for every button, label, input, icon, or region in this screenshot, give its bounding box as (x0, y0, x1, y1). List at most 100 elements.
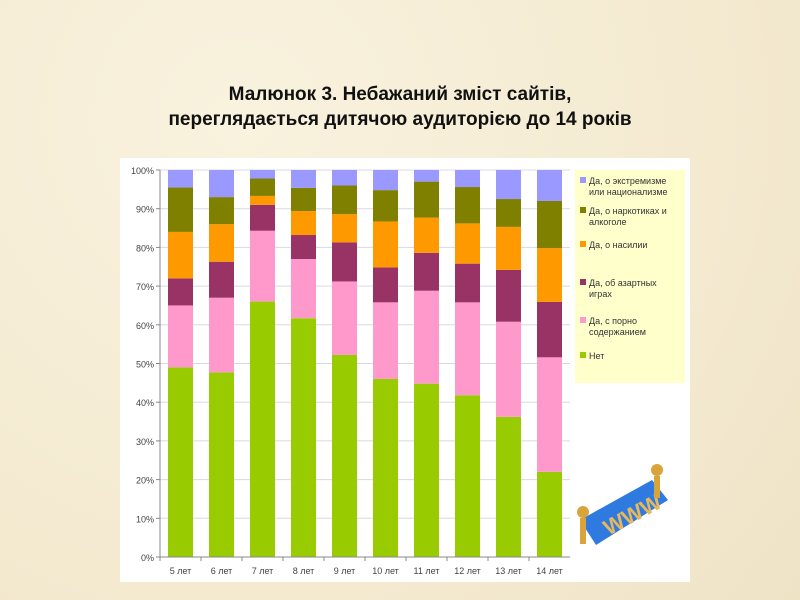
bar-segment (209, 170, 234, 198)
title-line-2: переглядається дитячою аудиторією до 14 … (168, 109, 632, 130)
y-tick-label: 70% (136, 282, 154, 292)
legend-swatch (580, 352, 586, 358)
y-tick-label: 30% (136, 437, 154, 447)
bar-segment (250, 170, 275, 179)
bar-segment (414, 217, 439, 253)
y-tick-label: 20% (136, 476, 154, 486)
legend-swatch (580, 177, 586, 183)
bar-segment (414, 181, 439, 218)
legend-label: Да, с порно (589, 316, 637, 326)
title-line-1: Малюнок 3. Небажаний зміст сайтів, (228, 84, 572, 105)
bar-segment (455, 170, 480, 188)
bar-segment (373, 302, 398, 379)
bar-segment (537, 200, 562, 249)
y-tick-label: 60% (136, 321, 154, 331)
legend-label: содержанием (589, 327, 646, 337)
bar-segment (414, 383, 439, 557)
bar-segment (373, 378, 398, 557)
x-tick-label: 5 лет (170, 566, 192, 576)
bar-segment (168, 367, 193, 557)
x-tick-label: 8 лет (293, 566, 315, 576)
y-tick-label: 50% (136, 360, 154, 370)
x-tick-label: 13 лет (495, 566, 522, 576)
x-tick-label: 7 лет (252, 566, 274, 576)
legend-swatch (580, 207, 586, 213)
bar-segment (537, 248, 562, 302)
bar-segment (209, 261, 234, 298)
y-tick-label: 100% (131, 166, 154, 176)
bar-segment (455, 302, 480, 396)
bar-segment (168, 278, 193, 306)
bar-segment (209, 224, 234, 262)
legend-label: Да, об азартных (589, 278, 657, 288)
bar-segment (496, 170, 521, 200)
bar-segment (373, 221, 398, 268)
bar-segment (209, 372, 234, 557)
x-tick-label: 11 лет (414, 566, 440, 576)
legend-swatch (580, 317, 586, 323)
bar-segment (455, 223, 480, 264)
bar-segment (168, 305, 193, 368)
x-tick-label: 10 лет (372, 566, 399, 576)
y-tick-label: 80% (136, 243, 154, 253)
legend-swatch (580, 241, 586, 247)
bar-segment (291, 259, 316, 319)
x-tick-label: 9 лет (334, 566, 356, 576)
y-tick-label: 0% (141, 553, 154, 563)
legend-label: играх (589, 289, 612, 299)
bar-segment (537, 357, 562, 472)
bar-segment (250, 195, 275, 205)
bar-segment (496, 199, 521, 227)
bar-segment (291, 318, 316, 557)
y-tick-label: 90% (136, 205, 154, 215)
bar-segment (291, 235, 316, 260)
bar-segment (168, 187, 193, 232)
bar-segment (332, 281, 357, 355)
bar-segment (496, 226, 521, 270)
bar-segment (168, 170, 193, 188)
legend-label: или национализме (589, 187, 668, 197)
bar-segment (455, 395, 480, 557)
bar-segment (332, 185, 357, 215)
bar-segment (291, 211, 316, 236)
legend-label: Нет (589, 351, 604, 361)
legend-swatch (580, 279, 586, 285)
bar-segment (168, 231, 193, 279)
bar-segment (250, 301, 275, 557)
x-tick-label: 14 лет (536, 566, 563, 576)
bar-segment (291, 187, 316, 212)
bar-segment (414, 290, 439, 384)
bar-segment (332, 242, 357, 282)
bar-segment (209, 197, 234, 225)
legend-label: Да, о насилии (589, 240, 647, 250)
bar-segment (332, 354, 357, 557)
plot-area: 0% 10% 20% 30% 40% 50% 60% 70% 80% 90% 100% 5 лет 6 … (131, 166, 570, 576)
bar-segment (537, 170, 562, 201)
bar-segment (537, 471, 562, 557)
bar-segment (250, 230, 275, 302)
bar-segment (373, 170, 398, 191)
bar-segment (496, 269, 521, 322)
bar-segment (496, 416, 521, 557)
bar-segment (332, 170, 357, 186)
bar-segment (250, 204, 275, 231)
slide-title: Малюнок 3. Небажаний зміст сайтів, перег… (0, 82, 800, 132)
bar-segment (414, 252, 439, 291)
legend-box (575, 170, 685, 383)
www-clipart: WWW (577, 464, 668, 545)
x-tick-label: 6 лет (211, 566, 233, 576)
x-tick-label: 12 лет (454, 566, 481, 576)
bar-segment (291, 170, 316, 188)
legend-label: Да, о наркотиках и (589, 206, 667, 216)
bar-segment (373, 267, 398, 303)
bar-segment (455, 187, 480, 224)
bar-segment (496, 321, 521, 417)
bar-segment (373, 190, 398, 222)
bar-segment (209, 297, 234, 373)
y-tick-label: 40% (136, 398, 154, 408)
bar-segment (455, 263, 480, 303)
legend-label: алкоголе (589, 217, 626, 227)
bar-segment (414, 170, 439, 182)
